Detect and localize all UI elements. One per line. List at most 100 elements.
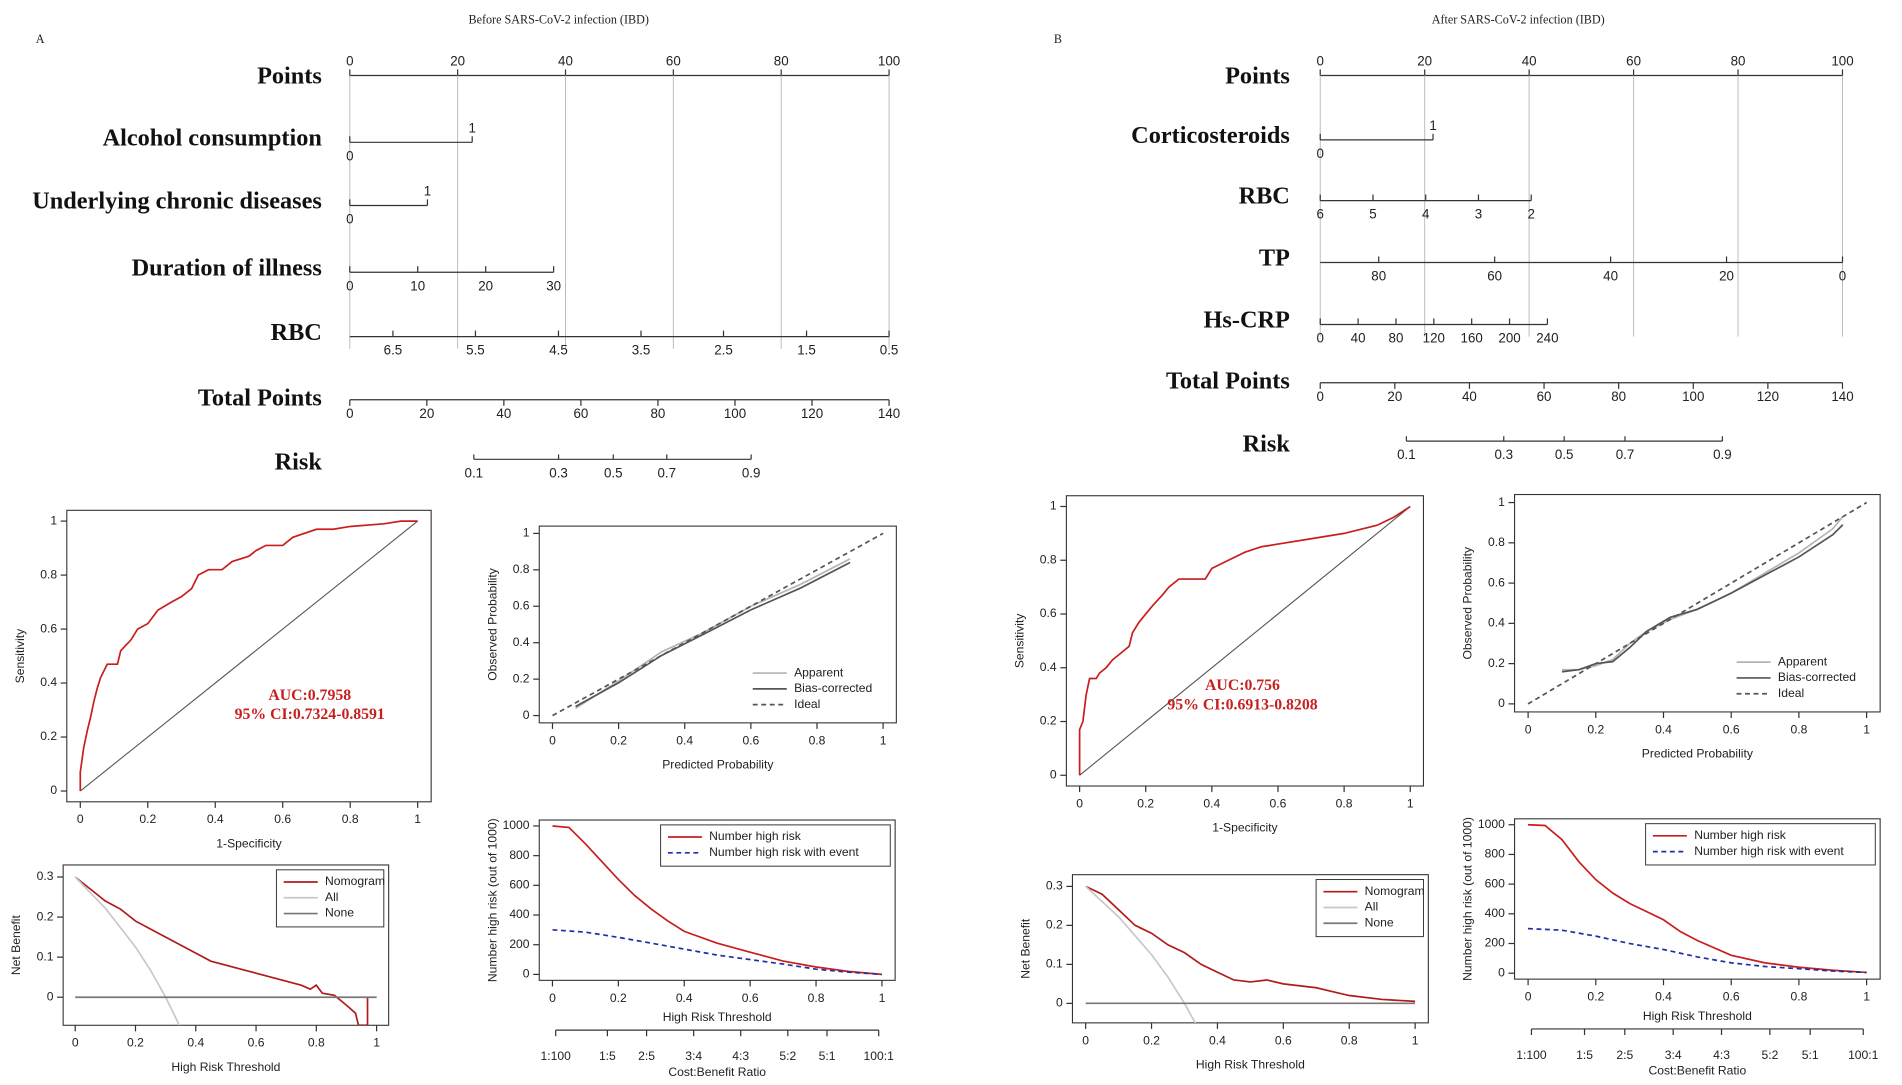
- y-tick-label: 0.6: [40, 621, 57, 635]
- y-tick-label: 0.3: [37, 869, 54, 883]
- x2-axis-title: Cost:Benefit Ratio: [668, 1065, 766, 1079]
- x2-tick-label: 1:5: [599, 1049, 616, 1063]
- series-line: [1528, 823, 1867, 974]
- tick-label: 40: [558, 54, 573, 69]
- y-tick-label: 0.6: [513, 598, 530, 612]
- legend-label: Ideal: [1778, 686, 1804, 700]
- plot-frame: [538, 819, 896, 981]
- x-tick-label: 0: [1525, 722, 1532, 736]
- legend-label: All: [325, 890, 338, 904]
- y-tick-label: 0.3: [1046, 879, 1063, 893]
- level-label: 1: [468, 120, 475, 135]
- legend-label: Ideal: [794, 697, 820, 711]
- level-label: 0: [346, 148, 353, 163]
- legend-frame: [660, 824, 891, 867]
- level-label: 1: [1429, 118, 1436, 133]
- y-tick-label: 1000: [503, 818, 530, 832]
- level-label: 4.5: [549, 343, 568, 358]
- level-label: 1.5: [797, 343, 816, 358]
- row-label: Risk: [1243, 431, 1291, 458]
- y-axis-title: Net Benefit: [1019, 918, 1033, 979]
- plot-area: [1078, 505, 1411, 776]
- tick-label: 0: [1317, 54, 1324, 69]
- level-label: 20: [478, 278, 493, 293]
- level-label: 20: [1719, 269, 1734, 284]
- legend-label: Number high risk: [1694, 828, 1787, 842]
- y-tick-label: 0: [523, 967, 530, 981]
- plot-frame: [1071, 874, 1429, 1024]
- row-label: Alcohol consumption: [103, 124, 323, 151]
- x-tick-label: 0: [1525, 990, 1532, 1004]
- x2-tick-label: 5:2: [779, 1049, 796, 1063]
- level-label: 0.5: [880, 343, 899, 358]
- plot-area: [74, 876, 377, 1026]
- x-tick-label: 0.2: [1587, 990, 1604, 1004]
- legend-label: Number high risk with event: [709, 845, 859, 859]
- level-label: 60: [1487, 269, 1502, 284]
- series-line: [79, 520, 418, 791]
- series-line: [1085, 885, 1416, 1003]
- series-line: [1078, 505, 1411, 776]
- series-line: [1527, 927, 1867, 974]
- y-tick-label: 1: [50, 513, 57, 527]
- x-tick-label: 0.2: [610, 733, 627, 747]
- plot-area: [552, 532, 884, 717]
- y-tick-label: 0: [50, 783, 57, 797]
- legend-label: None: [1365, 915, 1394, 929]
- annotation: AUC:0.7958: [268, 687, 351, 704]
- y-tick-label: 0: [1498, 965, 1505, 979]
- row-label: TP: [1259, 245, 1290, 272]
- series-line: [74, 876, 181, 1026]
- series-line: [575, 561, 851, 708]
- annotation: 95% CI:0.6913-0.8208: [1167, 696, 1317, 713]
- x-tick-label: 0.4: [1203, 796, 1220, 810]
- y-tick-label: 0.8: [40, 567, 57, 581]
- risk-label: 0.7: [1616, 447, 1635, 462]
- level-label: 0: [1317, 146, 1324, 161]
- row-label: Underlying chronic diseases: [32, 188, 322, 215]
- x2-tick-label: 2:5: [638, 1049, 655, 1063]
- level-label: 80: [1389, 331, 1404, 346]
- risk-label: 0.1: [1397, 447, 1416, 462]
- x-tick-label: 0.6: [274, 812, 291, 826]
- level-label: 6: [1317, 207, 1324, 222]
- tick-label: 0: [1317, 389, 1324, 404]
- x-tick-label: 0.2: [1143, 1033, 1160, 1047]
- x-axis-title: 1-Specificity: [216, 837, 282, 851]
- x-tick-label: 0.4: [1209, 1033, 1226, 1047]
- series-line: [74, 876, 369, 1026]
- plot-frame: [62, 864, 390, 1026]
- reference-line: [1079, 506, 1411, 776]
- level-label: 0: [346, 212, 353, 227]
- series-line: [1527, 501, 1868, 705]
- y-tick-label: 0.4: [1488, 616, 1505, 630]
- y-tick-label: 0: [1498, 696, 1505, 710]
- tick-label: 100: [1682, 389, 1704, 404]
- x-tick-label: 0.8: [1336, 796, 1353, 810]
- y-tick-label: 0.2: [37, 909, 54, 923]
- y-axis-title: Net Benefit: [9, 915, 23, 976]
- panel-label: B: [1054, 32, 1062, 46]
- y-tick-label: 600: [509, 878, 529, 892]
- y-tick-label: 0.8: [513, 562, 530, 576]
- y-tick-label: 0.2: [513, 671, 530, 685]
- x-tick-label: 0: [72, 1036, 79, 1050]
- x-tick-label: 1: [1407, 796, 1414, 810]
- x2-tick-label: 4:3: [732, 1049, 749, 1063]
- level-label: 120: [1423, 331, 1445, 346]
- tick-label: 40: [1462, 389, 1477, 404]
- plot-area: [1527, 501, 1868, 705]
- y-tick-label: 1: [1498, 495, 1505, 509]
- level-label: 0: [1317, 331, 1324, 346]
- y-tick-label: 200: [1485, 936, 1505, 950]
- plot-frame: [1065, 495, 1425, 787]
- y-tick-label: 0.6: [1040, 606, 1057, 620]
- y-tick-label: 0.6: [1488, 575, 1505, 589]
- y-axis-title: Number high risk (out of 1000): [1461, 817, 1475, 981]
- x-axis-title: Predicted Probability: [662, 758, 774, 772]
- tick-label: 100: [878, 54, 900, 69]
- x-tick-label: 0.2: [1587, 722, 1604, 736]
- tick-label: 80: [651, 406, 666, 421]
- level-label: 5: [1369, 207, 1376, 222]
- x-tick-label: 0.4: [676, 733, 693, 747]
